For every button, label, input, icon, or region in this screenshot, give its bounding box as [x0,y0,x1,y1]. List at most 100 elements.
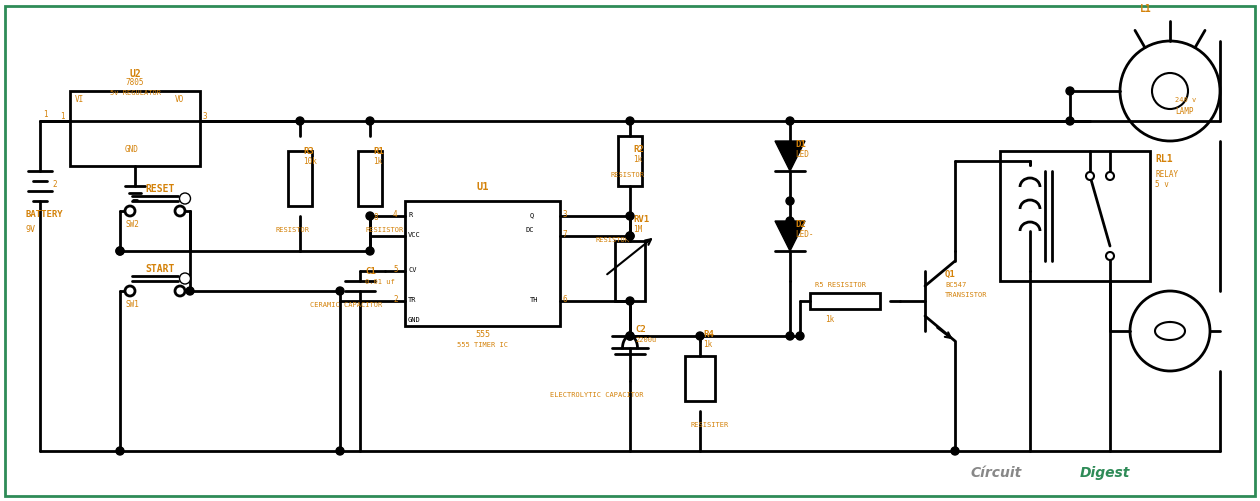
Circle shape [786,217,794,225]
Circle shape [1066,118,1074,126]
Text: RESISTOR: RESISTOR [610,172,644,178]
Text: Círcuit: Círcuit [970,465,1022,479]
Circle shape [336,447,344,455]
Text: 10k: 10k [302,157,316,166]
Text: DC: DC [525,226,533,232]
Text: 3: 3 [562,209,567,218]
Text: RV1: RV1 [633,214,649,223]
Text: RESISTOR: RESISTOR [275,226,309,232]
Bar [615,241,645,302]
Text: 555: 555 [475,329,490,338]
Circle shape [626,232,634,240]
Circle shape [336,288,344,296]
Text: L1: L1 [1140,4,1152,14]
Text: GND: GND [125,145,139,154]
Circle shape [951,447,959,455]
Text: START: START [145,264,174,274]
Text: U2: U2 [129,69,141,79]
Text: 3: 3 [202,112,207,121]
Bar [617,137,643,187]
Text: Q1: Q1 [945,270,956,279]
Text: 1M: 1M [633,224,643,233]
Text: 7: 7 [562,229,567,238]
Circle shape [1106,173,1114,181]
Text: 2: 2 [393,295,398,304]
Polygon shape [775,142,805,172]
Text: TRANSISTOR: TRANSISTOR [945,292,988,298]
Text: 8: 8 [373,212,378,221]
Bar [404,201,559,326]
Text: SW1: SW1 [125,300,139,309]
Circle shape [186,288,194,296]
Text: R5 RESISITOR: R5 RESISITOR [815,282,866,288]
Text: LED: LED [795,150,809,159]
Text: 1k: 1k [633,155,643,164]
Text: LED-: LED- [795,229,814,238]
Text: 555 TIMER IC: 555 TIMER IC [457,341,508,347]
Circle shape [116,247,123,256]
Circle shape [626,332,634,340]
Text: 6: 6 [562,295,567,304]
Text: BATTERY: BATTERY [25,209,63,218]
Text: 5v REGULATOR: 5v REGULATOR [110,90,160,96]
Circle shape [1130,292,1210,371]
Text: RESISTOR: RESISTOR [595,236,629,242]
Circle shape [786,118,794,126]
Text: 1k: 1k [703,339,712,348]
Text: VI: VI [76,95,84,104]
Circle shape [626,212,634,220]
Circle shape [179,274,190,285]
Text: 9V: 9V [25,224,35,233]
Circle shape [1106,253,1114,261]
Text: c: c [183,196,186,201]
Circle shape [116,247,123,256]
Circle shape [125,287,135,297]
Text: 2: 2 [52,180,57,188]
Circle shape [796,332,804,340]
Circle shape [175,287,185,297]
Text: 1k: 1k [373,157,382,166]
Circle shape [125,206,135,216]
Text: ELECTROLYTIC CAPACITOR: ELECTROLYTIC CAPACITOR [551,391,644,397]
Circle shape [365,247,374,256]
Text: R4: R4 [703,329,713,338]
Text: RESET: RESET [145,184,174,193]
Text: CERAMIC CAPACITOR: CERAMIC CAPACITOR [310,302,382,308]
Circle shape [1120,42,1220,142]
Text: VO: VO [175,95,184,104]
Circle shape [296,118,304,126]
Text: Digest: Digest [1080,465,1130,479]
Circle shape [626,332,634,340]
Text: 1: 1 [43,110,48,119]
Text: c: c [183,277,186,282]
Bar [810,294,879,310]
Circle shape [696,332,704,340]
Text: 0.01 uf: 0.01 uf [365,279,394,285]
Circle shape [175,206,185,216]
Text: BC547: BC547 [945,282,966,288]
Text: RESISITER: RESISITER [690,421,728,427]
Circle shape [179,193,190,204]
Text: D2: D2 [795,219,805,228]
Bar [358,152,382,206]
Text: 5 v: 5 v [1155,180,1169,188]
Text: 5: 5 [393,265,398,274]
Text: 7805: 7805 [126,78,144,87]
Text: D1: D1 [795,140,805,149]
Circle shape [365,118,374,126]
Circle shape [365,212,374,220]
Text: 240 v: 240 v [1176,97,1196,103]
Text: GND: GND [408,316,421,322]
Text: 1: 1 [60,112,64,121]
Text: RL1: RL1 [1155,154,1173,164]
Text: R1: R1 [373,147,384,156]
Text: VCC: VCC [408,231,421,237]
Text: SW2: SW2 [125,219,139,228]
Bar [685,356,714,401]
Text: CV: CV [408,267,417,273]
Text: C2: C2 [635,324,646,333]
Text: 1k: 1k [825,314,834,323]
Text: RESIISTOR: RESIISTOR [365,226,403,232]
Text: 4: 4 [393,209,398,218]
Circle shape [626,232,634,240]
